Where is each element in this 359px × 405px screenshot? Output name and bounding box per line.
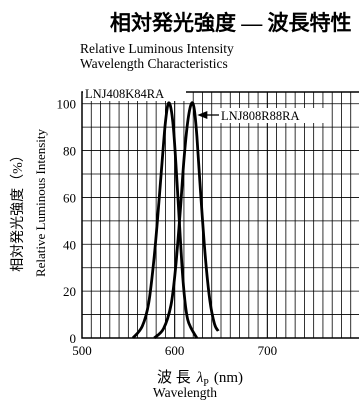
- series-line-1: [133, 103, 197, 338]
- x-tick-label: 700: [258, 343, 278, 358]
- y-tick-label: 40: [63, 237, 76, 252]
- x-axis-label-ja: 波 長: [157, 369, 191, 386]
- y-tick-label: 60: [63, 190, 76, 205]
- x-axis-label-en: Wavelength: [153, 385, 217, 400]
- series-label-lnj808r88ra: LNJ808R88RA: [221, 109, 299, 123]
- x-axis-label-unit: (nm): [214, 370, 243, 386]
- curve-layer: [133, 103, 218, 338]
- x-tick-label: 600: [165, 343, 185, 358]
- x-tick-label: 500: [72, 343, 92, 358]
- y-tick-label: 100: [57, 97, 77, 112]
- y-tick-label: 80: [63, 144, 76, 159]
- grid-layer: [82, 92, 359, 338]
- chart-title-en-line1: Relative Luminous Intensity: [80, 41, 234, 56]
- y-axis-label-ja: 相対発光強度（%）: [10, 148, 26, 272]
- chart-title-ja: 相対発光強度 — 波長特性: [110, 11, 352, 35]
- chart-title-en-line2: Wavelength Characteristics: [80, 56, 228, 71]
- plot-frame: [82, 92, 359, 338]
- y-tick-label: 20: [63, 284, 76, 299]
- y-axis-label-en: Relative Luminous Intensity: [33, 128, 48, 277]
- series-label-lnj408k84ra: LNJ408K84RA: [85, 87, 164, 101]
